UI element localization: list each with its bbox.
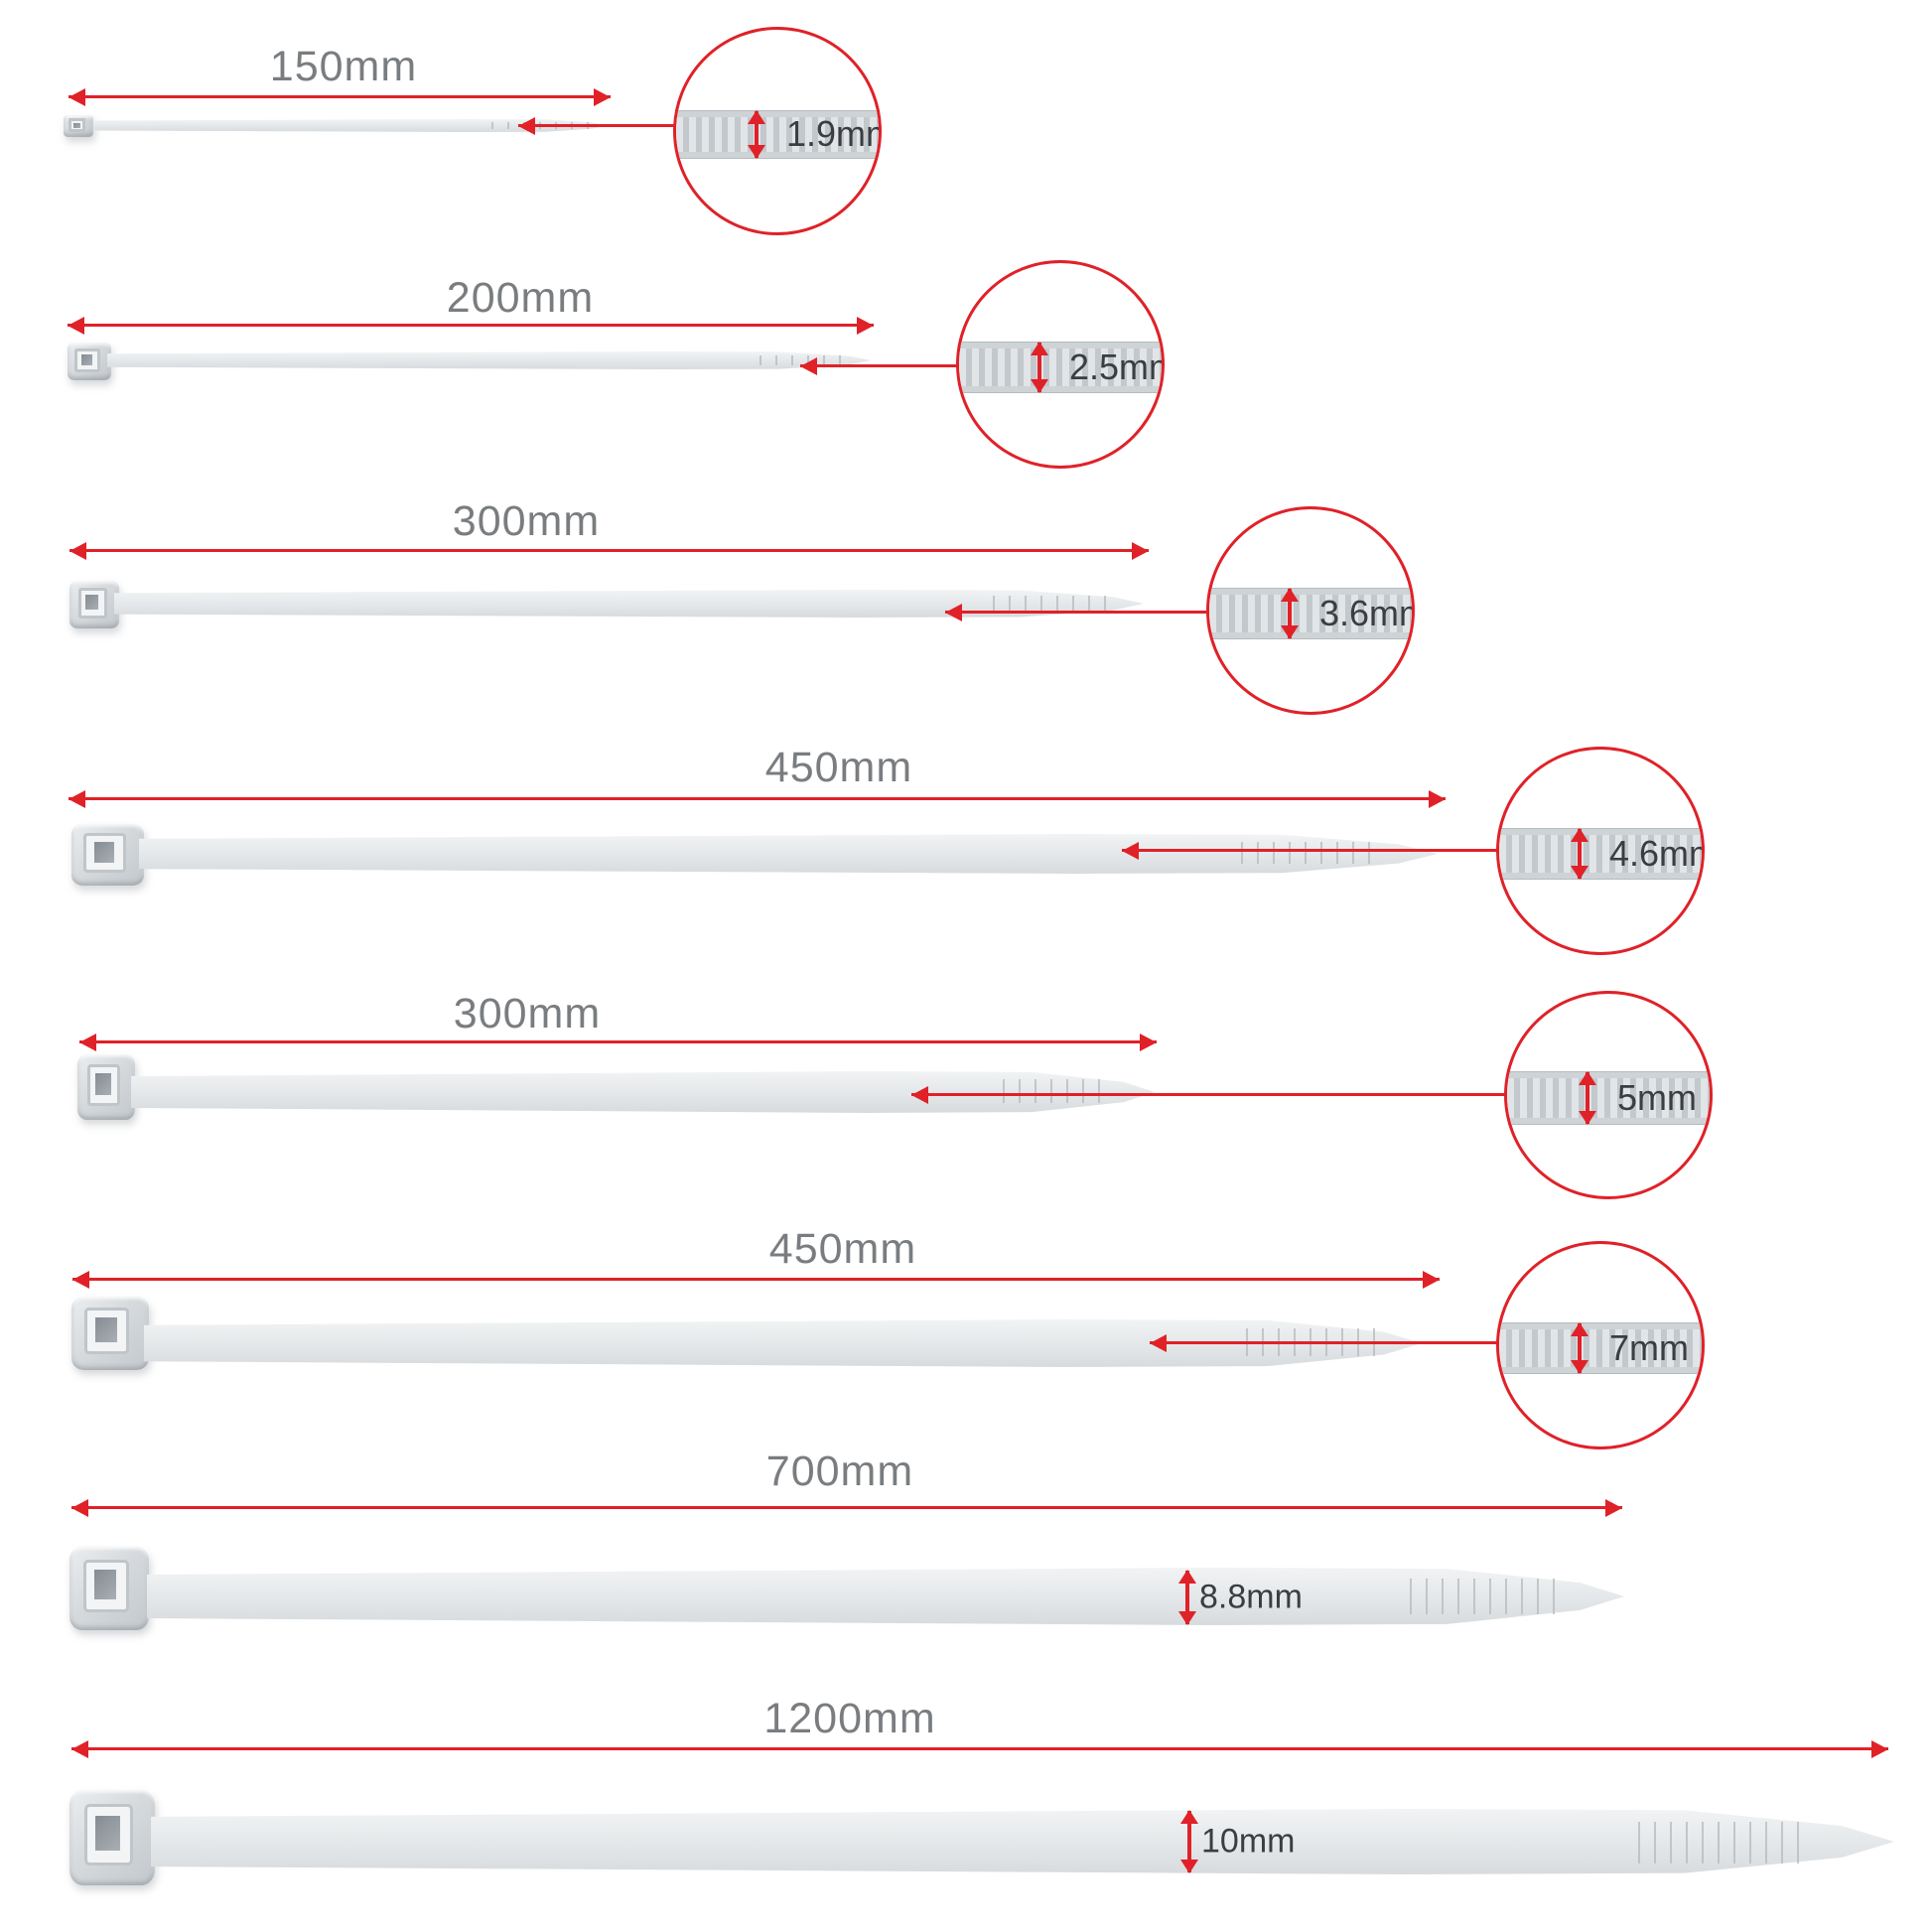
width-label: 4.6mm (1609, 833, 1702, 874)
tie-head-hole (81, 353, 93, 365)
width-arrow (1185, 1571, 1189, 1624)
tie-head (68, 343, 111, 380)
width-arrow (1586, 1072, 1589, 1124)
tie-head-hole (93, 1570, 116, 1599)
length-label: 700mm (765, 1448, 914, 1495)
length-label: 1200mm (763, 1695, 936, 1742)
leader-line (1122, 849, 1497, 852)
tie-band (94, 119, 608, 132)
magnified-band (1499, 1323, 1702, 1373)
magnifier-circle: 3.6mm (1206, 506, 1415, 715)
width-arrow (1578, 1323, 1582, 1373)
length-arrow (69, 797, 1446, 800)
tie-serrations (1638, 1822, 1802, 1863)
leader-line (1150, 1341, 1497, 1344)
tie-serrations (993, 596, 1112, 612)
tie-head (69, 581, 119, 628)
tie-head-slot (84, 1308, 130, 1355)
width-label: 1.9mm (786, 113, 879, 154)
length-arrow (69, 95, 611, 98)
width-arrow (1187, 1811, 1191, 1872)
magnified-band (676, 111, 879, 158)
length-arrow (72, 1278, 1440, 1281)
magnifier-circle: 7mm (1496, 1241, 1705, 1449)
length-arrow (69, 549, 1149, 552)
tie-head-slot (83, 1804, 134, 1865)
tie-head-hole (95, 1816, 120, 1851)
tie-head-slot (69, 118, 86, 133)
length-label: 150mm (269, 43, 418, 90)
magnified-band (1209, 589, 1412, 638)
width-arrow (1578, 829, 1582, 879)
width-label: 7mm (1609, 1327, 1689, 1368)
tie-head (69, 1547, 149, 1630)
length-arrow (68, 324, 874, 327)
tie-head (64, 115, 93, 137)
width-label: 3.6mm (1319, 593, 1412, 633)
width-arrow (755, 111, 759, 158)
leader-line (911, 1093, 1505, 1096)
tie-head-slot (83, 833, 126, 873)
tie-head-hole (93, 841, 114, 863)
length-label: 300mm (453, 990, 602, 1037)
magnifier-circle: 5mm (1504, 991, 1713, 1199)
length-label: 200mm (446, 274, 595, 322)
magnifier-circle: 2.5mm (956, 260, 1165, 469)
length-label: 450mm (768, 1225, 917, 1273)
magnified-band (1507, 1072, 1710, 1124)
tie-band (107, 351, 872, 369)
tie-head (69, 1790, 155, 1885)
length-arrow (71, 1747, 1888, 1750)
width-label: 10mm (1201, 1822, 1296, 1861)
leader-line (945, 611, 1207, 614)
tie-head-hole (73, 122, 80, 128)
tie-head-hole (95, 1316, 117, 1343)
leader-line (518, 124, 675, 127)
tie-band (139, 834, 1438, 874)
tie-head (71, 824, 144, 886)
tie-band (131, 1071, 1155, 1113)
tie-serrations (1410, 1579, 1569, 1614)
tie-serrations (1003, 1079, 1112, 1103)
tie-band (151, 1809, 1894, 1874)
magnified-band (959, 343, 1162, 392)
tie-band (147, 1568, 1624, 1625)
width-label: 2.5mm (1069, 346, 1162, 387)
width-label: 8.8mm (1199, 1578, 1303, 1616)
tie-head-slot (77, 588, 107, 619)
length-label: 300mm (452, 497, 601, 545)
length-arrow (71, 1506, 1622, 1509)
length-arrow (79, 1040, 1157, 1043)
tie-head-slot (86, 1063, 121, 1107)
magnifier-circle: 4.6mm (1496, 747, 1705, 955)
magnifier-circle: 1.9mm (673, 27, 882, 235)
width-label: 5mm (1617, 1077, 1697, 1118)
width-arrow (1037, 343, 1041, 392)
tie-serrations (1241, 842, 1380, 864)
tie-head (77, 1054, 135, 1120)
tie-head-hole (85, 595, 98, 611)
magnified-band (1499, 829, 1702, 879)
length-label: 450mm (764, 744, 913, 791)
tie-head (71, 1297, 149, 1370)
tie-head-slot (74, 347, 100, 372)
leader-line (800, 364, 957, 367)
tie-head-slot (82, 1559, 129, 1613)
tie-head-hole (95, 1072, 111, 1096)
width-arrow (1288, 589, 1292, 638)
